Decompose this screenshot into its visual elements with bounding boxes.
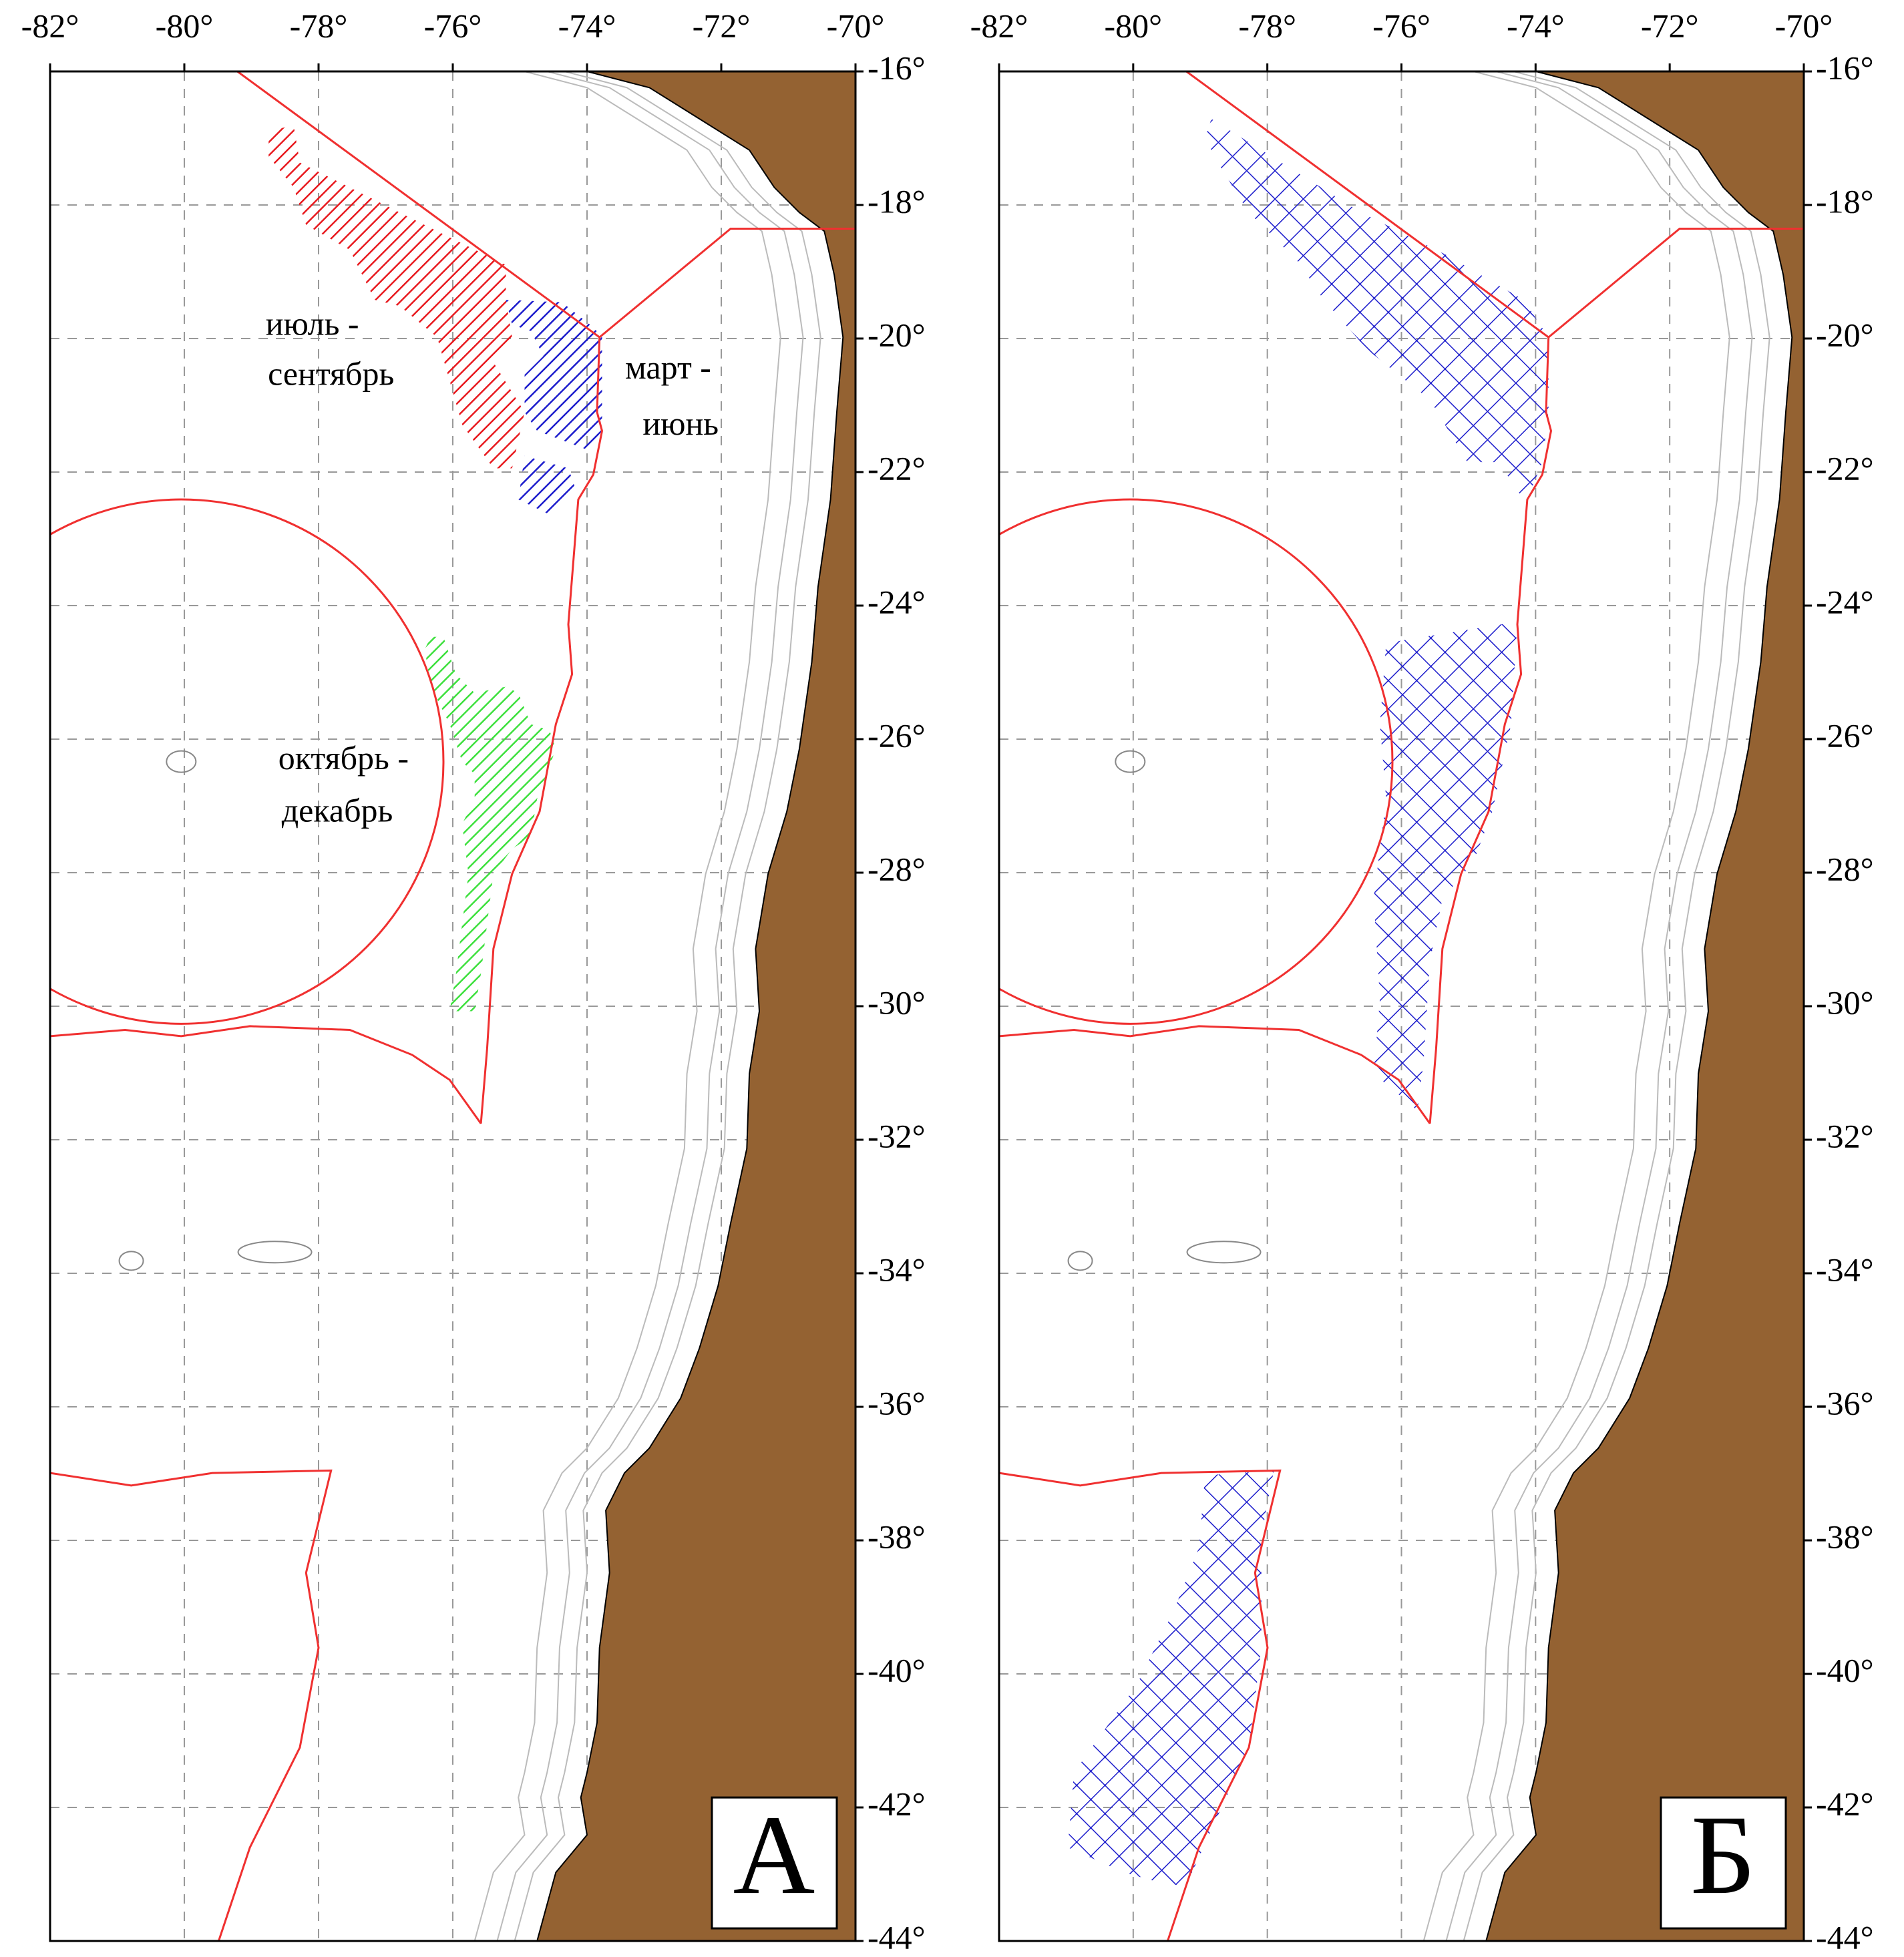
depth-contour bbox=[496, 71, 804, 1941]
panel-label: А bbox=[733, 1792, 815, 1918]
region-label: октябрь - bbox=[278, 739, 409, 777]
y-tick-label: -30° bbox=[1816, 984, 1874, 1021]
region-label: сентябрь bbox=[268, 355, 394, 392]
zone-boundary bbox=[999, 1025, 1431, 1124]
y-tick-label: -22° bbox=[1816, 449, 1874, 487]
x-tick-label: -80° bbox=[156, 7, 214, 44]
depth-contour bbox=[1463, 71, 1770, 1941]
zone-boundary bbox=[236, 71, 855, 339]
y-tick-label: -42° bbox=[868, 1785, 926, 1822]
land bbox=[1485, 71, 1804, 1941]
x-tick-label: -82° bbox=[21, 7, 79, 44]
y-tick-label: -38° bbox=[868, 1518, 926, 1555]
y-tick-label: -34° bbox=[1816, 1251, 1874, 1288]
x-tick-label: -80° bbox=[1105, 7, 1163, 44]
y-tick-label: -40° bbox=[1816, 1651, 1874, 1689]
panel-label-box bbox=[711, 1796, 838, 1930]
hatched-area bbox=[268, 125, 525, 469]
zone-boundary bbox=[50, 1025, 482, 1124]
y-tick-label: -44° bbox=[1816, 1918, 1874, 1956]
x-tick-label: -76° bbox=[424, 7, 482, 44]
y-tick-label: -18° bbox=[1816, 182, 1874, 220]
hatched-area bbox=[1205, 119, 1549, 500]
depth-contour bbox=[1422, 71, 1730, 1941]
panel-label-box bbox=[1660, 1796, 1787, 1930]
zone-boundary bbox=[50, 1469, 333, 1941]
hatched-area bbox=[1067, 1470, 1274, 1885]
region-label: декабрь bbox=[282, 792, 393, 829]
x-tick-label: -82° bbox=[970, 7, 1028, 44]
zone-boundary bbox=[1429, 337, 1553, 1124]
region-label: март - bbox=[625, 349, 711, 386]
y-tick-label: -36° bbox=[1816, 1384, 1874, 1422]
y-tick-label: -42° bbox=[1816, 1785, 1874, 1822]
y-tick-label: -16° bbox=[868, 49, 926, 86]
y-tick-label: -22° bbox=[868, 449, 926, 487]
x-tick-label: -78° bbox=[290, 7, 348, 44]
zone-boundary bbox=[50, 498, 445, 1025]
zone-boundary bbox=[1185, 71, 1804, 339]
panel-label: Б bbox=[1690, 1792, 1756, 1918]
x-tick-label: -70° bbox=[1775, 7, 1833, 44]
y-tick-label: -44° bbox=[868, 1918, 926, 1956]
y-tick-label: -16° bbox=[1816, 49, 1874, 86]
x-tick-label: -78° bbox=[1238, 7, 1296, 44]
y-tick-label: -20° bbox=[1816, 316, 1874, 353]
map-panel bbox=[999, 71, 1804, 1941]
x-tick-label: -74° bbox=[558, 7, 616, 44]
y-tick-label: -26° bbox=[868, 716, 926, 754]
hatched-area bbox=[1373, 622, 1517, 1111]
y-tick-label: -38° bbox=[1816, 1518, 1874, 1555]
x-tick-label: -76° bbox=[1372, 7, 1431, 44]
y-tick-label: -30° bbox=[868, 984, 926, 1021]
island bbox=[237, 1241, 313, 1264]
hatched-area bbox=[518, 455, 578, 515]
x-tick-label: -72° bbox=[1641, 7, 1699, 44]
island bbox=[1115, 750, 1146, 773]
x-tick-label: -72° bbox=[693, 7, 751, 44]
island bbox=[1067, 1251, 1093, 1271]
island bbox=[118, 1251, 144, 1271]
depth-contour bbox=[473, 71, 781, 1941]
y-tick-label: -26° bbox=[1816, 716, 1874, 754]
y-tick-label: -28° bbox=[1816, 850, 1874, 887]
y-tick-label: -40° bbox=[868, 1651, 926, 1689]
y-tick-label: -24° bbox=[1816, 583, 1874, 620]
y-tick-label: -36° bbox=[868, 1384, 926, 1422]
y-tick-label: -18° bbox=[868, 182, 926, 220]
y-tick-label: -28° bbox=[868, 850, 926, 887]
hatched-area bbox=[424, 636, 556, 1012]
x-tick-label: -70° bbox=[827, 7, 885, 44]
y-tick-label: -32° bbox=[1816, 1117, 1874, 1154]
zone-boundary bbox=[999, 1469, 1282, 1941]
y-tick-label: -20° bbox=[868, 316, 926, 353]
depth-contour bbox=[514, 71, 821, 1941]
zone-boundary bbox=[999, 498, 1394, 1025]
region-label: июль - bbox=[266, 305, 359, 343]
y-tick-label: -34° bbox=[868, 1251, 926, 1288]
y-tick-label: -32° bbox=[868, 1117, 926, 1154]
hatched-area bbox=[506, 300, 602, 450]
land bbox=[536, 71, 855, 1941]
island bbox=[1186, 1241, 1262, 1264]
zone-boundary bbox=[480, 337, 604, 1124]
island bbox=[166, 750, 197, 773]
map-panel bbox=[50, 71, 855, 1941]
y-tick-label: -24° bbox=[868, 583, 926, 620]
region-label: июнь bbox=[642, 405, 719, 442]
x-tick-label: -74° bbox=[1507, 7, 1565, 44]
depth-contour bbox=[1445, 71, 1753, 1941]
